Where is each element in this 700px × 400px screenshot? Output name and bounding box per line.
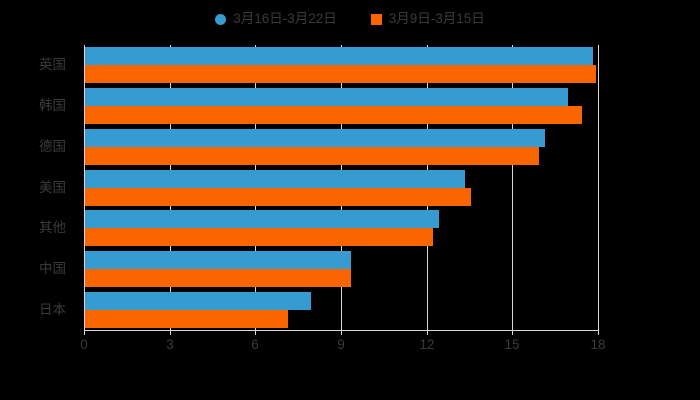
bar-美国-series-1[interactable] [85,188,471,206]
x-axis-tick-6 [255,330,256,335]
y-axis-label-中国: 中国 [39,261,66,276]
y-axis-label-美国: 美国 [39,180,66,195]
x-axis-label-6: 6 [251,337,259,352]
legend-item-label: 3月16日-3月22日 [233,11,337,27]
x-axis-label-18: 18 [590,337,606,352]
x-axis-tick-9 [341,330,342,335]
legend-item-1[interactable]: 3月9日-3月15日 [370,11,485,27]
bar-日本-series-0[interactable] [85,292,311,310]
bar-德国-series-1[interactable] [85,147,539,165]
y-axis-labels: 英国韩国德国美国其他中国日本 [0,45,76,330]
legend-square-marker-icon [370,13,382,25]
bar-韩国-series-1[interactable] [85,106,582,124]
y-axis-label-其他: 其他 [39,220,66,235]
gridline-18 [598,45,599,330]
x-axis-label-0: 0 [80,337,88,352]
bar-英国-series-0[interactable] [85,47,593,65]
y-axis-label-德国: 德国 [39,139,66,154]
x-axis-label-9: 9 [337,337,345,352]
bar-日本-series-1[interactable] [85,310,288,328]
x-axis-tick-15 [512,330,513,335]
bar-美国-series-0[interactable] [85,170,465,188]
legend-item-label: 3月9日-3月15日 [388,11,485,27]
bar-英国-series-1[interactable] [85,65,596,83]
bar-其他-series-1[interactable] [85,228,433,246]
y-axis-label-英国: 英国 [39,57,66,72]
x-axis-tick-12 [427,330,428,335]
chart-legend: 3月16日-3月22日 3月9日-3月15日 [0,8,700,30]
legend-item-0[interactable]: 3月16日-3月22日 [215,12,337,26]
bar-韩国-series-0[interactable] [85,88,568,106]
bar-德国-series-0[interactable] [85,129,545,147]
bar-中国-series-1[interactable] [85,269,351,287]
x-axis-tick-18 [598,330,599,335]
x-axis-tick-3 [170,330,171,335]
y-axis-label-韩国: 韩国 [39,98,66,113]
gridline-0 [84,45,85,330]
x-axis-tick-0 [84,330,85,335]
bar-其他-series-0[interactable] [85,210,439,228]
legend-circle-marker-icon [215,13,227,25]
gridline-15 [512,45,513,330]
y-axis-label-日本: 日本 [39,302,66,317]
x-axis-label-15: 15 [504,337,520,352]
bar-中国-series-0[interactable] [85,251,351,269]
plot-area [84,45,599,330]
x-axis-label-3: 3 [166,337,174,352]
x-axis-label-12: 12 [419,337,435,352]
